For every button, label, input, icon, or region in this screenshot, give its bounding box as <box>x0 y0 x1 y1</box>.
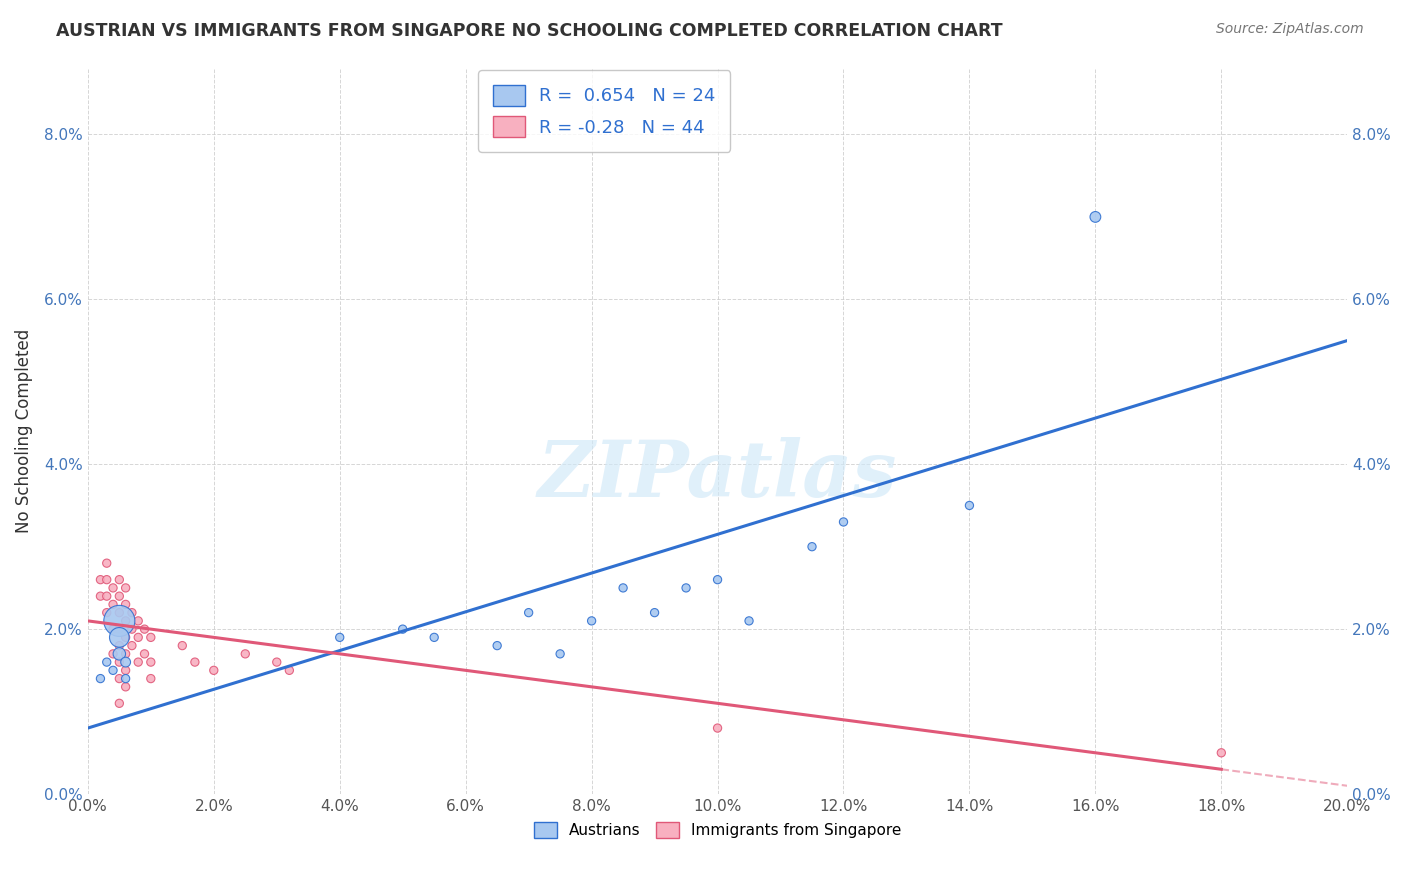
Point <box>612 581 634 595</box>
Point <box>278 664 301 678</box>
Point <box>108 655 131 669</box>
Point <box>832 515 855 529</box>
Point <box>114 581 136 595</box>
Point <box>114 614 136 628</box>
Point <box>139 655 162 669</box>
Point <box>706 573 728 587</box>
Point <box>108 672 131 686</box>
Point <box>101 598 124 612</box>
Point <box>184 655 207 669</box>
Point <box>108 696 131 710</box>
Point <box>1211 746 1233 760</box>
Y-axis label: No Schooling Completed: No Schooling Completed <box>15 329 32 533</box>
Point <box>517 606 540 620</box>
Text: ZIPatlas: ZIPatlas <box>538 436 897 513</box>
Point <box>127 631 149 645</box>
Point <box>96 589 118 603</box>
Legend: Austrians, Immigrants from Singapore: Austrians, Immigrants from Singapore <box>527 816 907 845</box>
Point <box>959 499 981 513</box>
Point <box>139 631 162 645</box>
Point <box>486 639 509 653</box>
Point <box>172 639 194 653</box>
Point <box>101 581 124 595</box>
Point <box>121 606 143 620</box>
Point <box>108 647 131 661</box>
Point <box>127 655 149 669</box>
Point <box>139 672 162 686</box>
Point <box>96 573 118 587</box>
Point <box>114 598 136 612</box>
Point <box>706 721 728 735</box>
Point <box>101 647 124 661</box>
Point <box>266 655 288 669</box>
Point <box>114 631 136 645</box>
Text: AUSTRIAN VS IMMIGRANTS FROM SINGAPORE NO SCHOOLING COMPLETED CORRELATION CHART: AUSTRIAN VS IMMIGRANTS FROM SINGAPORE NO… <box>56 22 1002 40</box>
Point <box>96 606 118 620</box>
Point <box>114 664 136 678</box>
Point <box>134 647 156 661</box>
Point <box>801 540 824 554</box>
Point <box>108 606 131 620</box>
Point <box>644 606 666 620</box>
Point <box>114 672 136 686</box>
Point <box>89 672 111 686</box>
Point <box>233 647 256 661</box>
Point <box>89 573 111 587</box>
Point <box>96 655 118 669</box>
Point <box>738 614 761 628</box>
Point <box>96 556 118 570</box>
Point <box>108 622 131 636</box>
Point <box>581 614 603 628</box>
Point <box>391 622 413 636</box>
Point <box>121 622 143 636</box>
Point <box>1084 210 1107 224</box>
Point <box>127 614 149 628</box>
Point <box>134 622 156 636</box>
Text: Source: ZipAtlas.com: Source: ZipAtlas.com <box>1216 22 1364 37</box>
Point <box>423 631 446 645</box>
Point <box>89 589 111 603</box>
Point <box>108 639 131 653</box>
Point <box>101 664 124 678</box>
Point <box>675 581 697 595</box>
Point <box>101 622 124 636</box>
Point <box>114 647 136 661</box>
Point <box>329 631 352 645</box>
Point <box>114 680 136 694</box>
Point <box>108 631 131 645</box>
Point <box>202 664 225 678</box>
Point <box>114 655 136 669</box>
Point <box>548 647 571 661</box>
Point <box>121 639 143 653</box>
Point <box>108 614 131 628</box>
Point <box>108 573 131 587</box>
Point <box>108 589 131 603</box>
